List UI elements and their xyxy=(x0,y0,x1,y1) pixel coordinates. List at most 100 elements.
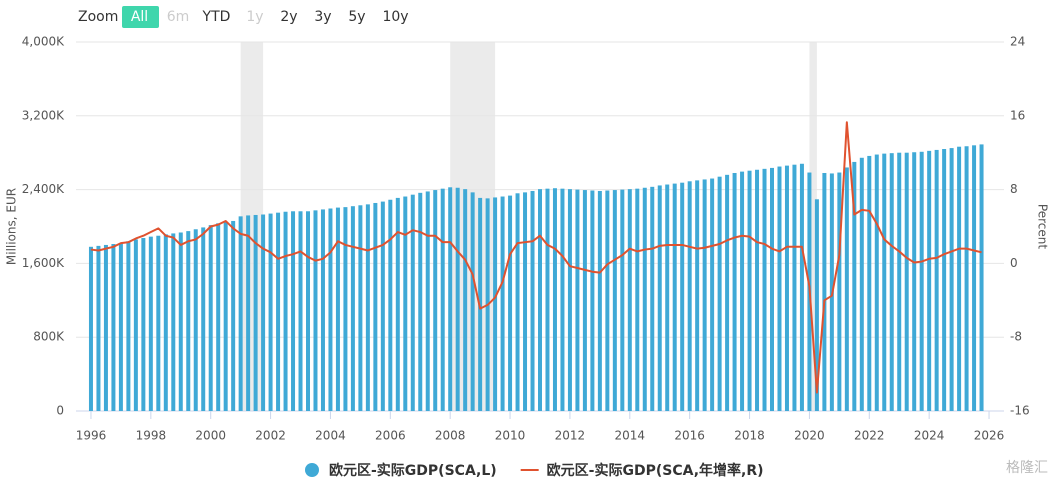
line xyxy=(90,121,982,394)
bar xyxy=(276,212,281,411)
bar xyxy=(223,221,228,411)
bar xyxy=(193,229,198,411)
bar xyxy=(612,190,617,411)
bar xyxy=(470,192,475,411)
bar xyxy=(889,153,894,411)
range-button[interactable]: 2y xyxy=(280,9,297,25)
x-tick-label: 2006 xyxy=(375,429,406,443)
bar xyxy=(156,235,161,411)
bar xyxy=(597,190,602,411)
y2-tick-label: 8 xyxy=(1010,182,1018,196)
bar xyxy=(365,204,370,411)
bar xyxy=(343,207,348,411)
bar xyxy=(335,207,340,411)
legend-label: 欧元区-实际GDP(SCA,L) xyxy=(329,462,497,479)
bar xyxy=(897,152,902,411)
bar xyxy=(440,188,445,411)
bar xyxy=(942,149,947,411)
bar xyxy=(844,167,849,411)
bar xyxy=(837,172,842,411)
bar xyxy=(605,190,610,411)
range-button-label: YTD xyxy=(202,9,231,25)
bar xyxy=(710,178,715,411)
range-button[interactable]: 6m xyxy=(167,9,190,25)
bar xyxy=(777,166,782,411)
bar xyxy=(133,239,138,411)
x-tick-label: 2024 xyxy=(914,429,945,443)
bar xyxy=(418,192,423,411)
bar xyxy=(523,192,528,411)
range-button[interactable]: 10y xyxy=(382,9,408,25)
legend-item[interactable]: 欧元区-实际GDP(SCA,年增率,R) xyxy=(520,462,764,479)
bar xyxy=(560,188,565,411)
bar xyxy=(320,209,325,411)
bar xyxy=(313,210,318,411)
y-tick-label: 800K xyxy=(33,330,65,344)
range-button[interactable]: 1y xyxy=(246,9,263,25)
bar xyxy=(934,149,939,411)
legend-item[interactable]: 欧元区-实际GDP(SCA,L) xyxy=(305,462,497,479)
bar xyxy=(627,189,632,411)
bar xyxy=(291,211,296,411)
bar xyxy=(552,188,557,411)
bar xyxy=(306,211,310,411)
watermark: 格隆汇 xyxy=(1006,460,1048,476)
bar xyxy=(979,144,984,411)
range-button[interactable]: 3y xyxy=(314,9,331,25)
range-button[interactable]: 5y xyxy=(348,9,365,25)
y-tick-label: 2,400K xyxy=(22,182,65,196)
bar xyxy=(695,180,700,411)
bar xyxy=(358,205,363,411)
range-button[interactable]: YTD xyxy=(202,9,231,25)
bar xyxy=(747,170,752,411)
bar xyxy=(784,165,789,411)
x-tick-label: 1996 xyxy=(76,429,107,443)
bar xyxy=(493,197,498,411)
bar xyxy=(657,185,662,411)
bar xyxy=(201,227,206,411)
range-button-label: All xyxy=(131,9,148,25)
y-tick-label: 4,000K xyxy=(22,35,65,49)
shaded-range xyxy=(240,42,264,411)
x-tick-label: 2014 xyxy=(615,429,646,443)
bar xyxy=(567,189,572,411)
x-tick-label: 2016 xyxy=(674,429,705,443)
bar xyxy=(590,190,595,411)
bar xyxy=(874,154,879,412)
bar xyxy=(620,189,625,411)
bar xyxy=(867,155,872,411)
y2-tick-label: 16 xyxy=(1010,108,1025,122)
bar xyxy=(163,234,168,411)
bar xyxy=(448,187,453,411)
bar xyxy=(672,183,677,411)
bar xyxy=(463,189,468,411)
y-tick-label: 1,600K xyxy=(22,256,65,270)
bar xyxy=(103,244,108,411)
bar xyxy=(298,211,303,411)
bar xyxy=(433,190,438,411)
bar xyxy=(575,189,580,411)
range-button-label: 10y xyxy=(382,9,408,25)
bar xyxy=(964,146,969,411)
bar xyxy=(680,182,685,411)
bar xyxy=(755,169,760,411)
bar xyxy=(904,152,909,411)
bar xyxy=(530,190,535,411)
bar xyxy=(852,161,857,411)
bar xyxy=(508,195,513,411)
legend-symbol xyxy=(305,463,319,477)
x-tick-label: 2010 xyxy=(495,429,526,443)
bar xyxy=(702,179,707,411)
bar xyxy=(253,214,258,411)
x-tick-label: 2020 xyxy=(794,429,825,443)
bar xyxy=(111,244,116,411)
x-tick-label: 2000 xyxy=(195,429,226,443)
y-axis-label: Millions, EUR xyxy=(5,188,19,265)
bar xyxy=(814,199,819,411)
bar xyxy=(148,236,153,411)
range-button[interactable]: All xyxy=(122,6,159,28)
bar xyxy=(740,171,745,411)
bar xyxy=(500,196,505,411)
bar xyxy=(208,225,213,411)
